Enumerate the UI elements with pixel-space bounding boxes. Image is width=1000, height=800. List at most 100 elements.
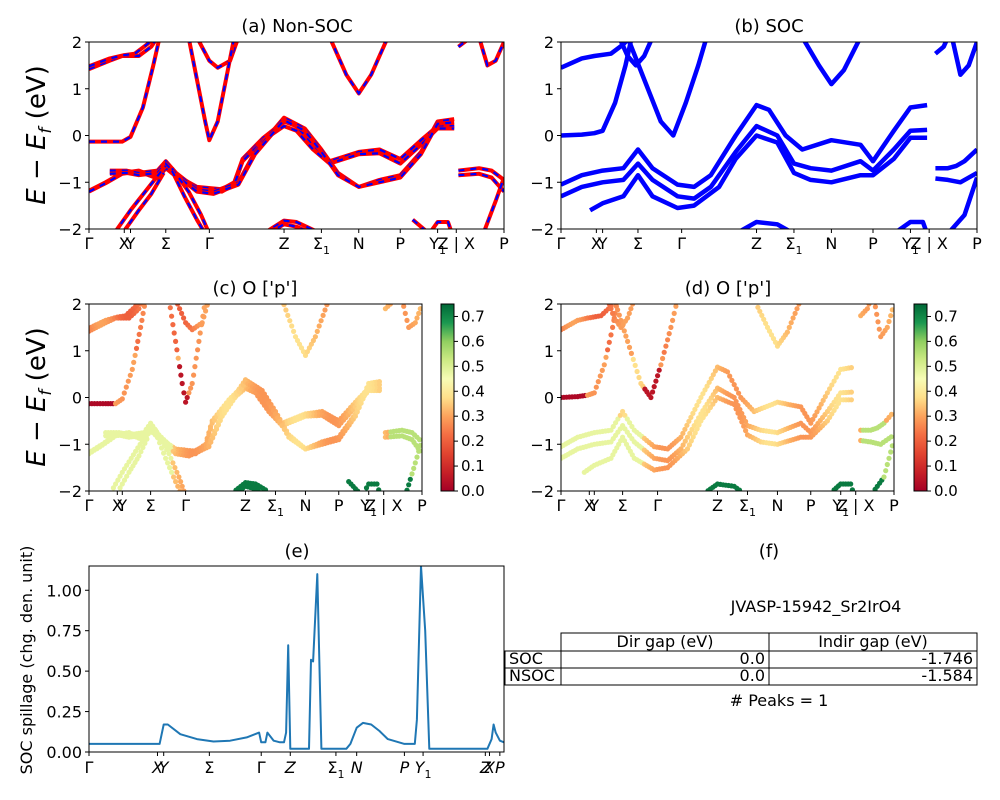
xtick-label: Γ [557,496,566,515]
projection-point [655,373,661,379]
projection-point [133,345,140,351]
projection-point [706,379,712,385]
xtick-label: Y1 [359,496,377,519]
projection-point [731,401,737,408]
projection-point [872,304,879,310]
projection-point [355,488,361,491]
projection-point [755,304,761,310]
projection-point [682,426,688,432]
projection-point [666,331,672,337]
projection-point [411,465,417,471]
projection-point [632,362,638,368]
ytick-label: 2 [72,33,82,52]
projection-point [147,426,153,432]
projection-point [409,471,415,477]
projection-point [140,444,146,451]
projection-point [121,477,128,483]
colorbar-tick-label: 0.2 [934,432,958,450]
ytick-label: −2 [58,220,82,239]
projection-point [741,423,747,429]
projection-point [132,352,138,358]
projection-point [179,483,185,489]
xtick-label: Γ [85,758,94,777]
xtick-label: Σ [633,234,643,253]
projection-point [678,446,684,452]
projection-point [648,394,654,401]
xtick-label: Y [116,496,127,515]
projection-point [135,304,141,307]
band-line [89,42,161,144]
projection-point [141,304,147,309]
projection-point [168,455,174,461]
projection-point [191,372,197,378]
projection-point [183,399,189,405]
ytick-label: 2 [72,295,82,314]
projection-point [161,450,167,456]
projection-point [414,454,420,460]
projection-point [794,306,800,312]
peaks-count: # Peaks = 1 [730,691,829,710]
projection-point [829,382,835,388]
projection-point [404,487,410,491]
spillage-line [89,566,504,750]
xtick-label: X [151,758,164,777]
projection-point [692,430,698,436]
projection-point [824,390,831,396]
panel-d-plot-area [561,304,894,491]
projection-point [663,343,669,349]
projection-point [687,430,693,436]
xtick-label: Σ1 [267,496,284,519]
band-line-dashed [479,42,504,68]
panel-e-frame [88,565,505,753]
band-line-dashed [268,219,314,229]
projection-point [848,397,855,403]
xtick-label: Γ [85,496,94,515]
projection-point [376,387,382,394]
ytick-label: 0.50 [46,662,82,681]
projection-point [694,402,700,408]
projection-point [173,338,179,344]
band-line [949,176,977,229]
projection-point [197,330,203,336]
projection-point [169,313,175,319]
panel-e: (e) 0.000.250.500.751.00 Γ XY Σ Γ Z Σ1 N P Y1 ZX P… [17,541,505,781]
panel-c-plot-area [89,304,422,491]
xtick-label: X [483,758,496,777]
projection-point [289,323,295,329]
projection-point [615,416,621,422]
projection-point [166,451,172,457]
projection-point [606,339,612,345]
projection-point [291,328,297,334]
projection-point [178,479,184,485]
projection-point [628,306,634,312]
xtick-label: Z | X [438,234,476,253]
panel-c-colorbar: 0.7 0.6 0.5 0.4 0.3 0.2 0.1 0.0 [440,303,485,500]
panel-f-title: (f) [759,541,779,562]
band-line-dashed [483,177,504,229]
projection-point [831,378,837,384]
projection-point [884,461,890,468]
projection-point [113,481,119,487]
projection-point [376,382,382,388]
projection-point [696,422,702,428]
projection-point [153,430,159,436]
projection-point [412,460,418,466]
band-line-dashed [171,170,204,229]
projection-point [694,426,700,432]
panel-b-plot-area [561,42,977,229]
projection-point [136,331,142,337]
xtick-label: Y1 [415,758,432,781]
ytick-label: 1 [544,80,554,99]
projection-point [874,311,880,317]
colorbar-tick-label: 0.1 [934,457,958,475]
projection-point [678,434,684,440]
band-line [935,170,977,185]
projection-point [597,373,603,379]
table-cell-value: 0.0 [740,649,765,668]
panel-f: (f) JVASP-15942_Sr2IrO4 Dir gap (eV) Ind… [504,541,978,710]
xtick-label: Γ [257,758,266,777]
projection-point [661,349,667,355]
xtick-label: X [112,496,123,515]
projection-point [660,355,666,362]
projection-point [848,389,855,395]
